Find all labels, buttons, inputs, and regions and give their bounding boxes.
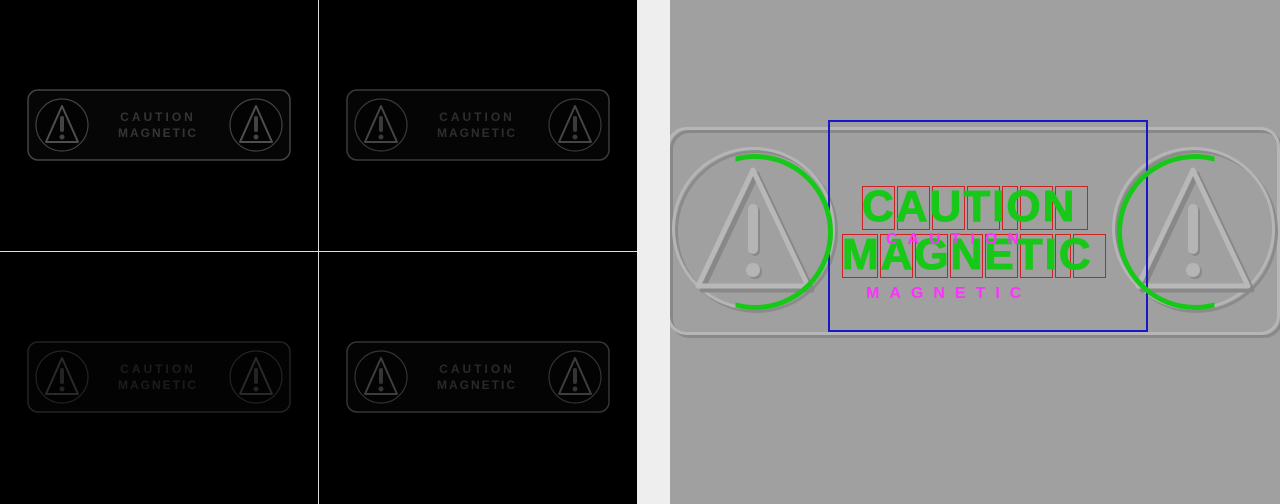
- svg-text:CAUTION: CAUTION: [120, 110, 196, 124]
- ocr-subtext-line-2: MAGNETIC: [866, 286, 1031, 302]
- svg-text:CAUTION: CAUTION: [439, 110, 515, 124]
- capture-cell-bottom-right: CAUTION MAGNETIC: [319, 252, 637, 503]
- raw-capture-grid: CAUTION MAGNETIC CAUTION MAGNETIC CAUTIO…: [0, 0, 637, 504]
- svg-text:MAGNETIC: MAGNETIC: [437, 378, 517, 392]
- capture-cell-top-right: CAUTION MAGNETIC: [319, 0, 637, 251]
- processed-view: CAUTION MAGNETIC CAUTION MAGNETIC: [670, 0, 1280, 504]
- svg-text:CAUTION: CAUTION: [439, 362, 515, 376]
- ocr-subtext-line-1: CAUTION: [886, 232, 1029, 248]
- root: CAUTION MAGNETIC CAUTION MAGNETIC CAUTIO…: [0, 0, 1280, 504]
- svg-text:CAUTION: CAUTION: [120, 362, 196, 376]
- ocr-text-line-1: CAUTION: [862, 185, 1076, 229]
- capture-cell-top-left: CAUTION MAGNETIC: [0, 0, 318, 251]
- svg-text:MAGNETIC: MAGNETIC: [437, 126, 517, 140]
- capture-cell-bottom-left: CAUTION MAGNETIC: [0, 252, 318, 503]
- svg-text:MAGNETIC: MAGNETIC: [118, 126, 198, 140]
- panel-gap: [637, 0, 670, 504]
- svg-text:MAGNETIC: MAGNETIC: [118, 378, 198, 392]
